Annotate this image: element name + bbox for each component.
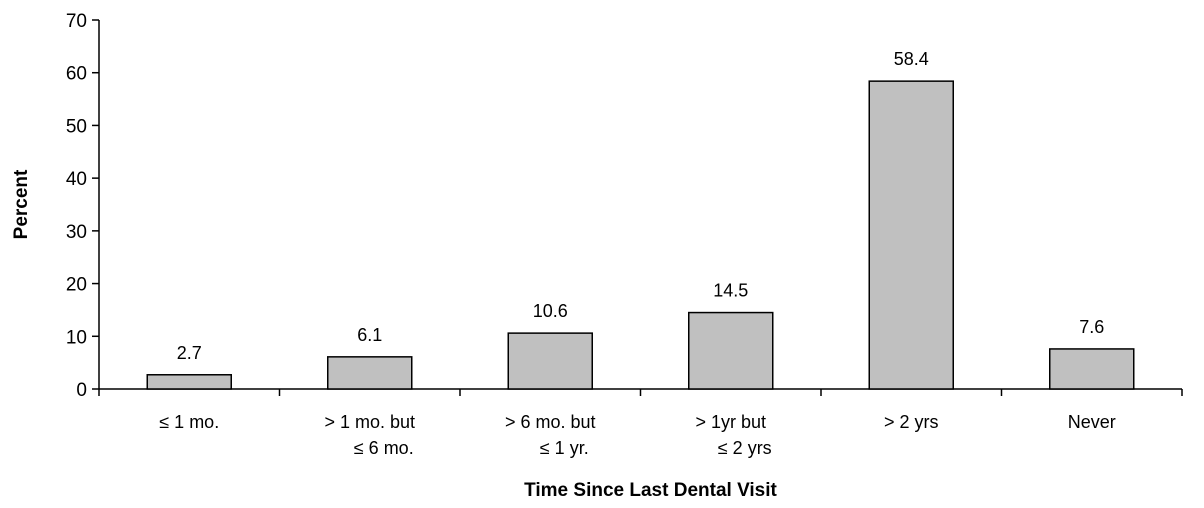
bar xyxy=(1049,348,1135,390)
bar xyxy=(146,374,232,390)
data-label: 7.6 xyxy=(1079,317,1104,337)
y-tick-label: 50 xyxy=(66,116,87,137)
y-axis-title: Percent xyxy=(11,169,32,239)
x-tick-label: Never xyxy=(1068,412,1116,432)
x-tick-label-line: Never xyxy=(1068,412,1116,432)
data-label: 10.6 xyxy=(533,301,568,321)
bar xyxy=(507,332,593,390)
bar xyxy=(688,311,774,390)
bar xyxy=(327,356,413,390)
x-tick-label: > 1yr but ≤ 2 yrs xyxy=(695,412,771,458)
y-tick-label: 70 xyxy=(66,11,87,32)
x-tick-label-line: > 1 mo. but xyxy=(324,412,415,432)
x-tick-label-line: ≤ 2 yrs xyxy=(718,438,772,458)
x-tick-label-line: ≤ 6 mo. xyxy=(354,438,414,458)
x-tick-label-line: > 2 yrs xyxy=(884,412,939,432)
data-label: 58.4 xyxy=(894,49,929,69)
y-tick-label: 30 xyxy=(66,222,87,243)
x-tick-label-line: ≤ 1 mo. xyxy=(159,412,219,432)
bar xyxy=(868,80,954,390)
x-axis: ≤ 1 mo. > 1 mo. but ≤ 6 mo. > 6 mo. but ≤ 1 … xyxy=(98,388,1183,458)
x-axis-title: Time Since Last Dental Visit xyxy=(524,480,777,501)
data-label: 14.5 xyxy=(713,281,748,301)
bars xyxy=(146,80,1135,390)
x-tick-label-line: ≤ 1 yr. xyxy=(540,438,589,458)
x-tick-label-line: > 1yr but xyxy=(695,412,766,432)
y-tick-label: 10 xyxy=(66,327,87,348)
x-tick-label: > 2 yrs xyxy=(884,412,939,432)
data-labels: 2.7 6.1 10.6 14.5 58.4 7.6 xyxy=(177,49,1105,363)
x-tick-label-line: > 6 mo. but xyxy=(505,412,596,432)
x-tick-label: > 6 mo. but ≤ 1 yr. xyxy=(505,412,596,458)
data-label: 6.1 xyxy=(357,325,382,345)
y-tick-label: 0 xyxy=(76,380,87,401)
y-tick-label: 20 xyxy=(66,275,87,296)
x-tick-label: > 1 mo. but ≤ 6 mo. xyxy=(324,412,415,458)
y-tick-label: 60 xyxy=(66,64,87,85)
y-tick-label: 40 xyxy=(66,169,87,190)
y-axis: 0 10 20 30 40 50 60 70 xyxy=(66,11,100,401)
x-tick-label: ≤ 1 mo. xyxy=(159,412,219,432)
data-label: 2.7 xyxy=(177,343,202,363)
